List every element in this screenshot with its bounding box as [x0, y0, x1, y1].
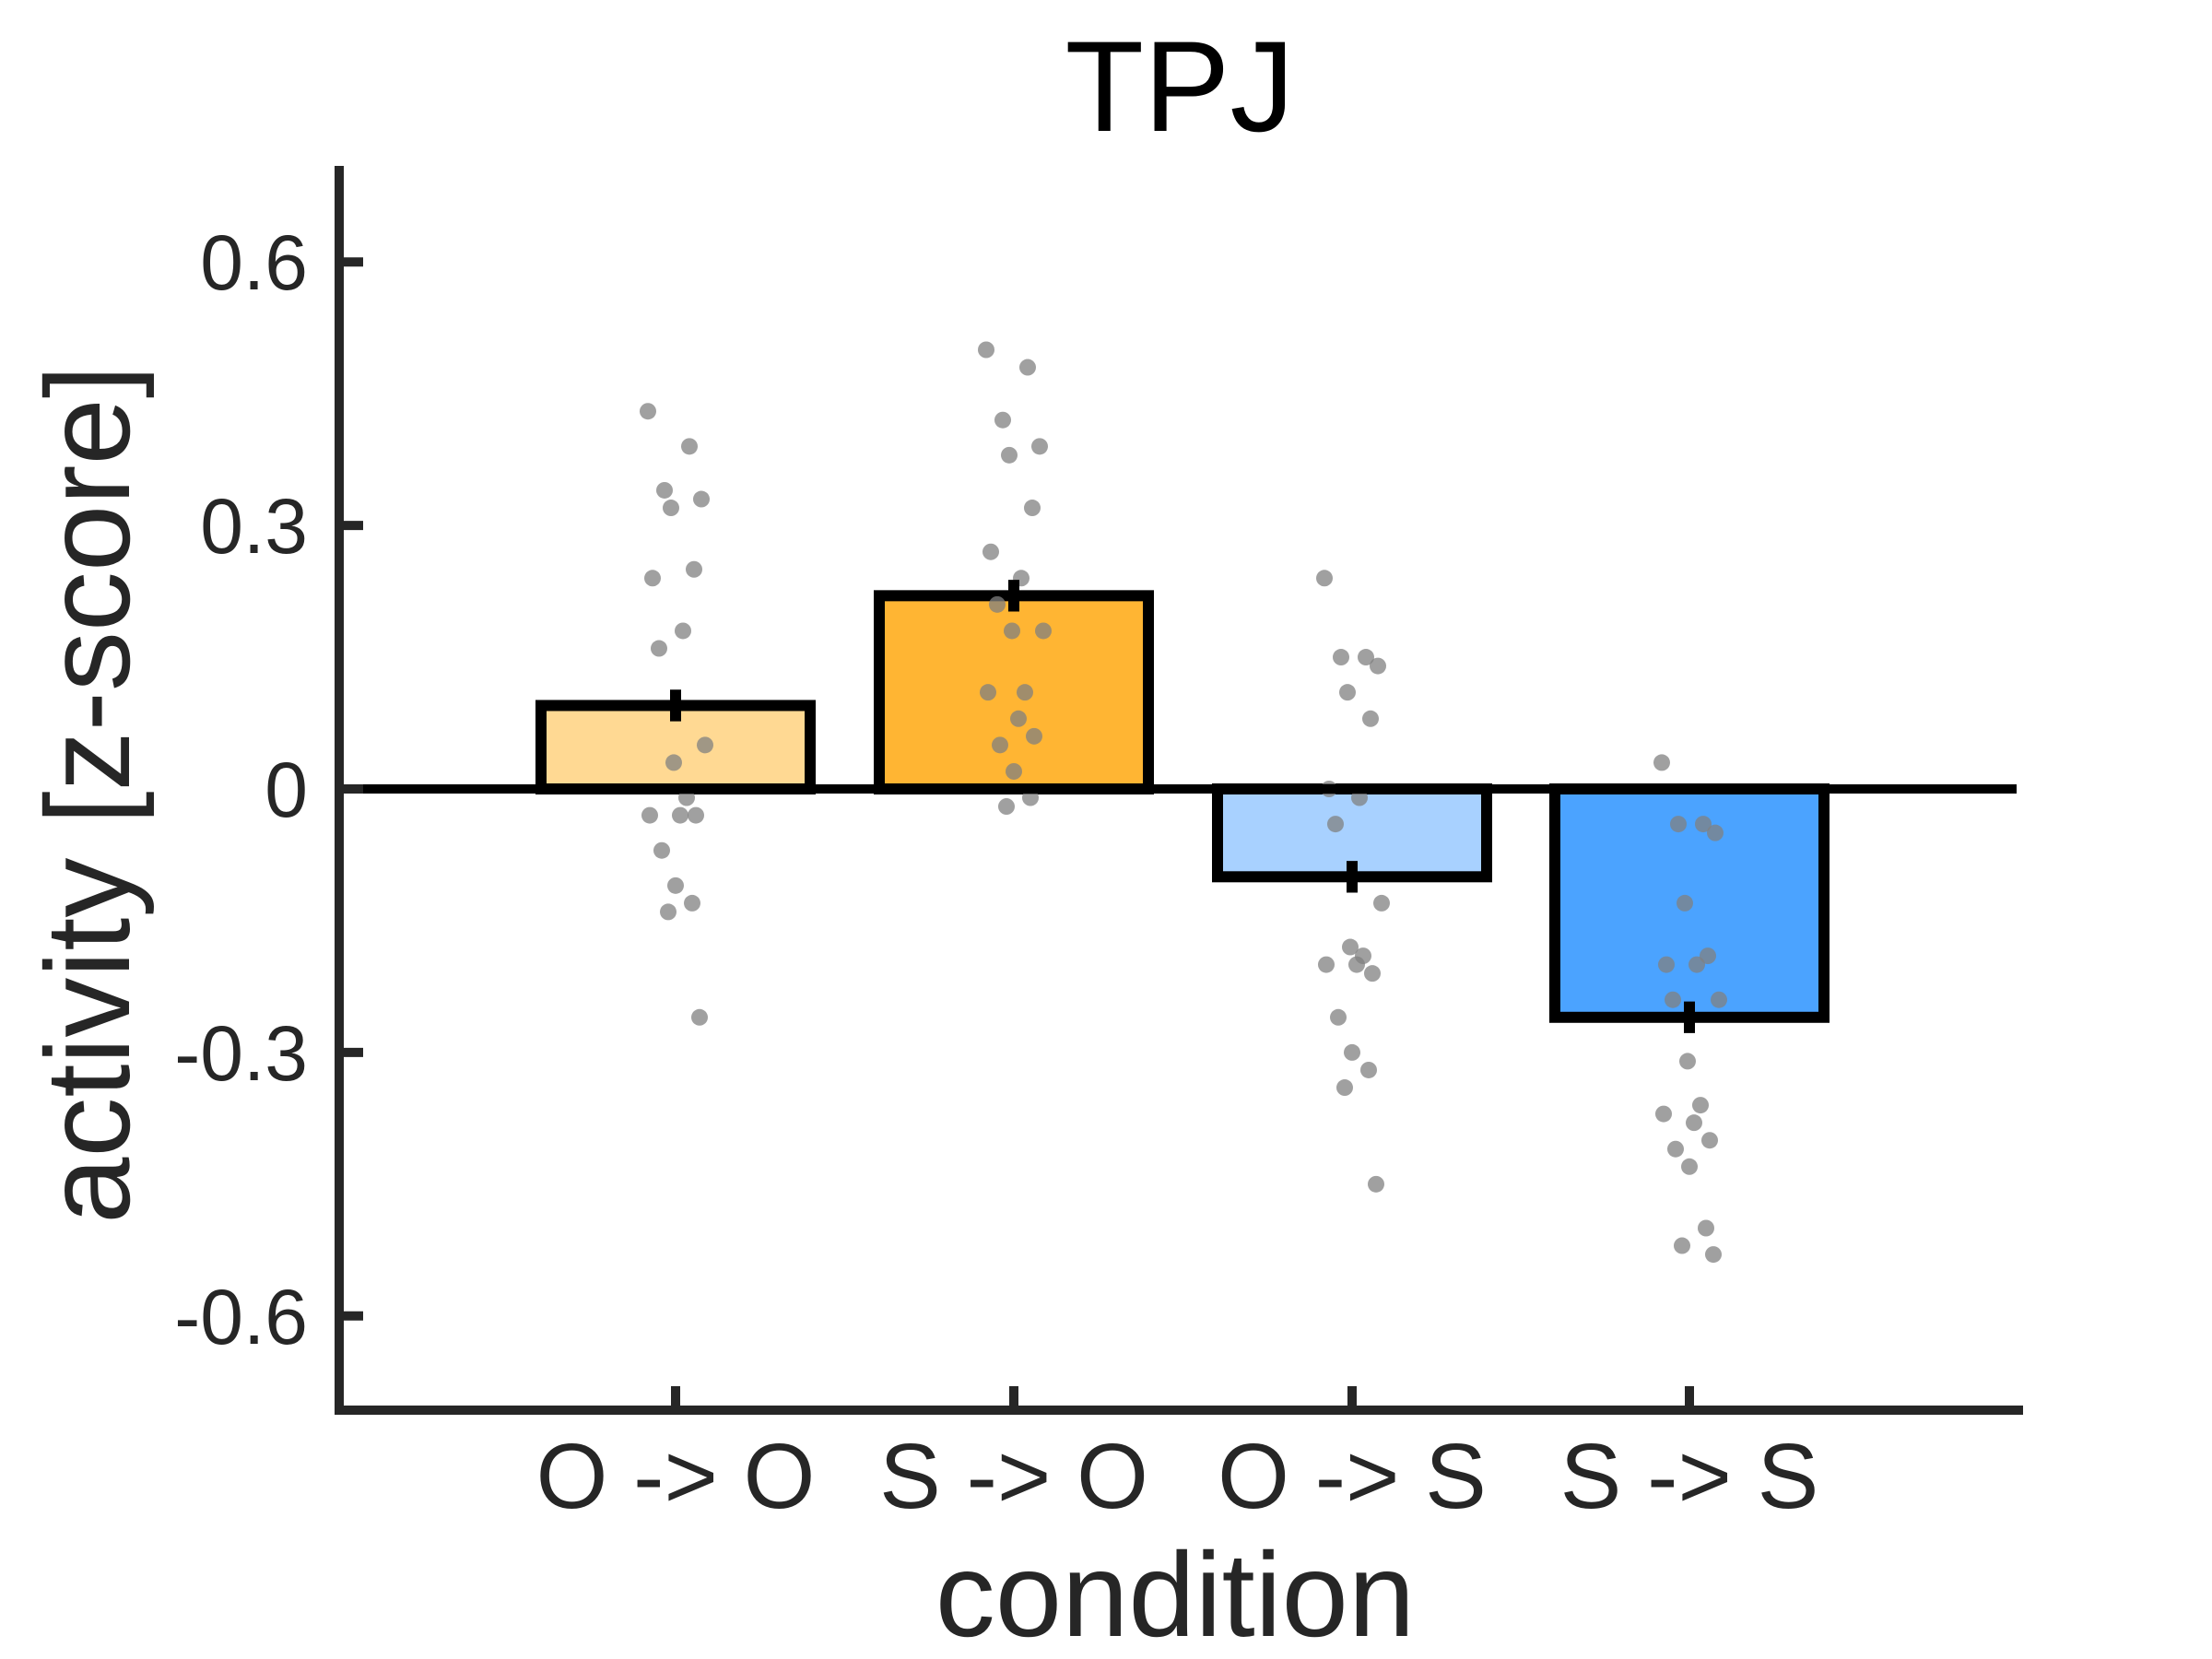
data-point [1364, 965, 1381, 982]
data-point [1342, 938, 1359, 956]
data-point [1705, 1246, 1722, 1264]
data-point [651, 640, 667, 657]
data-point [1707, 824, 1724, 841]
data-point [1695, 816, 1712, 833]
data-point [1698, 1219, 1714, 1237]
data-point [640, 403, 656, 420]
data-point [641, 806, 658, 824]
data-point [1674, 1237, 1690, 1254]
y-tick-label: 0 [265, 747, 308, 833]
data-point [644, 570, 661, 587]
data-point [1362, 710, 1379, 727]
data-point [681, 438, 698, 455]
data-point [1316, 570, 1333, 587]
labels-layer: -0.6 -0.3 0 0.3 0.6 O -> O S -> O O -> S S -> S [174, 219, 1818, 1528]
error-bars-layer [666, 580, 1699, 1033]
data-point [980, 684, 996, 701]
data-point [667, 877, 684, 894]
data-point [678, 789, 695, 806]
x-tick-label: S -> O [879, 1425, 1148, 1528]
data-point [1681, 1158, 1698, 1175]
points-layer [640, 341, 1727, 1264]
data-point [1658, 956, 1675, 973]
data-point [1358, 649, 1374, 666]
data-point [1001, 446, 1018, 464]
data-point [1679, 1053, 1696, 1070]
data-point [992, 736, 1008, 754]
bars-layer [535, 590, 1830, 1023]
x-axis-label: condition [935, 1527, 1415, 1659]
y-tick-label: 0.3 [200, 483, 308, 570]
data-point [1667, 1140, 1684, 1158]
axes-layer [335, 166, 2023, 1415]
x-tick-label: O -> S [1218, 1425, 1487, 1528]
data-point [1368, 1175, 1384, 1193]
y-axis-label: activity [z-score] [20, 365, 155, 1224]
data-point [1330, 1008, 1347, 1026]
data-point [1344, 1043, 1360, 1061]
data-point [1336, 1079, 1353, 1097]
data-point [1026, 727, 1042, 745]
data-point [688, 806, 704, 824]
x-tick-label: O -> O [536, 1425, 816, 1528]
data-point [1677, 894, 1693, 912]
data-point [1711, 991, 1727, 1008]
data-point [684, 894, 700, 912]
data-point [656, 481, 673, 499]
data-point [1348, 956, 1365, 973]
data-point [1700, 947, 1716, 965]
data-point [1665, 991, 1681, 1008]
data-point [1351, 789, 1368, 806]
data-point [1022, 789, 1039, 806]
data-point [675, 622, 691, 640]
data-point [1010, 710, 1027, 727]
chart-title: TPJ [1065, 14, 1295, 159]
y-tick-label: -0.3 [174, 1010, 308, 1097]
data-point [1370, 657, 1386, 675]
data-point [1670, 816, 1687, 833]
data-point [686, 560, 702, 578]
data-point [1686, 1114, 1702, 1132]
y-tick-label: 0.6 [200, 219, 308, 306]
data-point [989, 595, 1006, 613]
data-point [1655, 1105, 1672, 1123]
data-point [653, 841, 670, 859]
data-point [1701, 1132, 1718, 1149]
data-point [1019, 359, 1036, 376]
data-point [663, 500, 679, 517]
data-point [665, 754, 682, 771]
data-point [1373, 894, 1390, 912]
data-point [1017, 684, 1033, 701]
data-point [691, 1008, 708, 1026]
data-point [1653, 754, 1670, 771]
data-point [1031, 438, 1048, 455]
data-point [697, 736, 713, 754]
data-point [1333, 649, 1349, 666]
data-point [1692, 1097, 1709, 1114]
data-point [660, 903, 677, 921]
data-point [672, 806, 688, 824]
data-point [978, 341, 994, 359]
data-point [982, 543, 999, 560]
x-tick-label: S -> S [1560, 1425, 1819, 1528]
data-point [1360, 1061, 1377, 1078]
data-point [1688, 956, 1705, 973]
y-tick-label: -0.6 [174, 1274, 308, 1360]
data-point [994, 411, 1011, 429]
data-point [1327, 816, 1344, 833]
data-point [1318, 956, 1335, 973]
data-point [1339, 684, 1356, 701]
data-point [1035, 622, 1052, 640]
data-point [1004, 622, 1020, 640]
data-point [1024, 500, 1041, 517]
data-point [998, 798, 1015, 816]
data-point [1006, 762, 1022, 780]
data-point [693, 490, 710, 508]
